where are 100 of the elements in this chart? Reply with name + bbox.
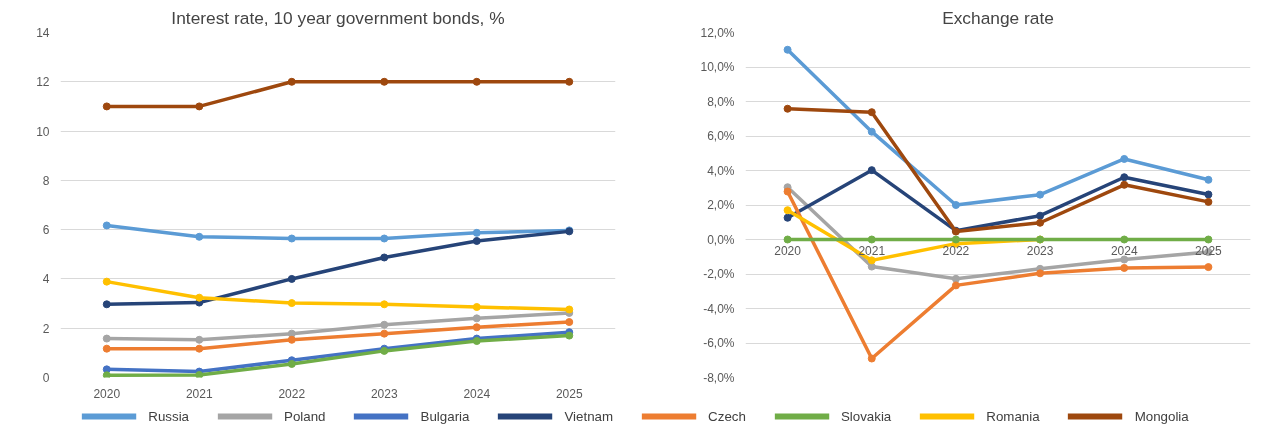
point xyxy=(472,323,481,332)
point xyxy=(867,256,876,265)
point xyxy=(1120,255,1129,264)
point xyxy=(287,299,296,308)
point xyxy=(195,344,204,353)
point xyxy=(1120,180,1129,189)
y-tick-label: 12 xyxy=(36,75,50,90)
point xyxy=(1036,269,1045,278)
point xyxy=(287,234,296,243)
point xyxy=(380,77,389,86)
legend-label: Russia xyxy=(148,408,190,424)
point xyxy=(867,262,876,271)
legend-label: Slovakia xyxy=(840,408,892,424)
point xyxy=(287,77,296,86)
point xyxy=(867,108,876,117)
point xyxy=(102,102,111,111)
x-tick-label: 2025 xyxy=(1195,243,1223,258)
y-tick-label: 2 xyxy=(42,321,50,336)
point xyxy=(380,320,389,329)
point xyxy=(102,371,111,378)
point xyxy=(102,344,111,353)
x-tick-label: 2024 xyxy=(1110,243,1138,258)
y-tick-label: -8,0% xyxy=(703,370,735,385)
point xyxy=(287,335,296,344)
point xyxy=(783,187,792,196)
point xyxy=(1204,197,1213,206)
y-tick-label: -6,0% xyxy=(703,336,735,350)
point xyxy=(1036,211,1045,220)
x-tick-label: 2025 xyxy=(555,386,583,401)
point xyxy=(195,371,204,378)
point xyxy=(1204,190,1213,199)
x-tick-label: 2021 xyxy=(858,243,886,258)
point xyxy=(195,102,204,111)
point xyxy=(867,166,876,175)
point xyxy=(195,293,204,302)
point xyxy=(951,201,960,209)
point xyxy=(380,253,389,262)
point xyxy=(287,329,296,338)
x-tick-label: 2020 xyxy=(774,243,802,258)
y-tick-label: 0 xyxy=(42,371,50,385)
point xyxy=(102,221,111,230)
y-tick-label: 8 xyxy=(42,173,50,188)
legend-label: Mongolia xyxy=(1134,408,1189,424)
y-tick-label: 12,0% xyxy=(700,25,735,40)
point xyxy=(195,335,204,344)
legend-label: Romania xyxy=(986,408,1040,424)
point xyxy=(1120,235,1129,244)
x-tick-label: 2022 xyxy=(278,386,306,401)
point xyxy=(867,127,876,136)
point xyxy=(472,236,481,245)
point xyxy=(380,234,389,243)
point xyxy=(783,235,792,244)
y-tick-label: 10 xyxy=(36,124,50,139)
point xyxy=(867,235,876,244)
y-tick-label: 4,0% xyxy=(707,163,735,178)
point xyxy=(195,232,204,241)
y-tick-label: 8,0% xyxy=(707,94,735,109)
y-tick-label: -4,0% xyxy=(703,301,735,316)
point xyxy=(951,281,960,290)
y-tick-label: 6,0% xyxy=(707,129,735,143)
point xyxy=(1120,154,1129,163)
point xyxy=(1036,190,1045,199)
point xyxy=(472,314,481,323)
point xyxy=(565,318,574,327)
legend-label: Poland xyxy=(284,408,326,424)
point xyxy=(1204,263,1213,272)
legend-label: Czech xyxy=(708,408,746,424)
y-tick-label: 10,0% xyxy=(700,60,735,74)
point xyxy=(951,274,960,283)
point xyxy=(1204,235,1213,244)
point xyxy=(1120,263,1129,272)
point xyxy=(102,277,111,286)
y-tick-label: 2,0% xyxy=(707,198,735,212)
point xyxy=(783,213,792,222)
point xyxy=(472,77,481,86)
chart-title: Exchange rate xyxy=(942,7,1054,28)
x-tick-label: 2023 xyxy=(1026,243,1054,258)
point xyxy=(783,206,792,215)
point xyxy=(951,235,960,244)
x-tick-label: 2024 xyxy=(463,386,491,401)
y-tick-label: 4 xyxy=(42,272,50,287)
point xyxy=(1120,173,1129,182)
y-tick-label: 6 xyxy=(42,223,50,238)
legend-label: Bulgaria xyxy=(420,408,470,424)
point xyxy=(472,228,481,237)
point xyxy=(287,274,296,283)
y-tick-label: 14 xyxy=(36,26,50,40)
point xyxy=(1036,218,1045,227)
y-tick-label: -2,0% xyxy=(703,267,735,281)
x-tick-label: 2022 xyxy=(942,243,970,258)
point xyxy=(472,303,481,312)
point xyxy=(102,334,111,343)
point xyxy=(867,354,876,363)
point xyxy=(783,45,792,54)
chart-title: Interest rate, 10 year government bonds, % xyxy=(171,7,505,28)
point xyxy=(783,104,792,113)
y-tick-label: 0,0% xyxy=(707,232,735,247)
x-tick-label: 2021 xyxy=(185,386,213,401)
point xyxy=(380,329,389,338)
legend-label: Vietnam xyxy=(564,408,614,424)
